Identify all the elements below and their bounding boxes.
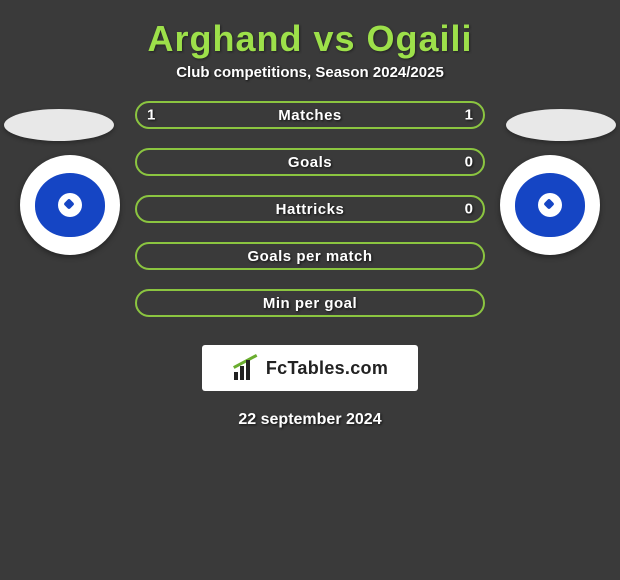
stat-row-min-per-goal: Min per goal: [135, 289, 485, 317]
stat-value-left: 1: [147, 107, 155, 124]
stat-label: Goals: [288, 154, 332, 171]
stat-value-right: 0: [465, 201, 473, 218]
stat-row-goals-per-match: Goals per match: [135, 242, 485, 270]
stat-row-goals: Goals 0: [135, 148, 485, 176]
chart-icon: [232, 356, 260, 380]
stat-value-right: 0: [465, 154, 473, 171]
player-photo-right: [506, 109, 616, 141]
team-badge-right: [500, 155, 600, 255]
subtitle: Club competitions, Season 2024/2025: [0, 64, 620, 101]
stat-label: Goals per match: [247, 248, 372, 265]
comparison-container: 1 Matches 1 Goals 0 Hattricks 0 Goals pe…: [0, 101, 620, 429]
ball-icon: [538, 193, 562, 217]
site-name: FcTables.com: [266, 358, 388, 379]
stat-label: Min per goal: [263, 295, 357, 312]
shield-icon: [35, 173, 105, 237]
stat-row-hattricks: Hattricks 0: [135, 195, 485, 223]
stat-label: Matches: [278, 107, 342, 124]
page-title: Arghand vs Ogaili: [0, 0, 620, 64]
stat-row-matches: 1 Matches 1: [135, 101, 485, 129]
stats-list: 1 Matches 1 Goals 0 Hattricks 0 Goals pe…: [135, 101, 485, 317]
player-photo-left: [4, 109, 114, 141]
stat-value-right: 1: [465, 107, 473, 124]
ball-icon: [58, 193, 82, 217]
date-label: 22 september 2024: [0, 411, 620, 429]
stat-label: Hattricks: [276, 201, 345, 218]
site-logo[interactable]: FcTables.com: [202, 345, 418, 391]
team-badge-left: [20, 155, 120, 255]
shield-icon: [515, 173, 585, 237]
